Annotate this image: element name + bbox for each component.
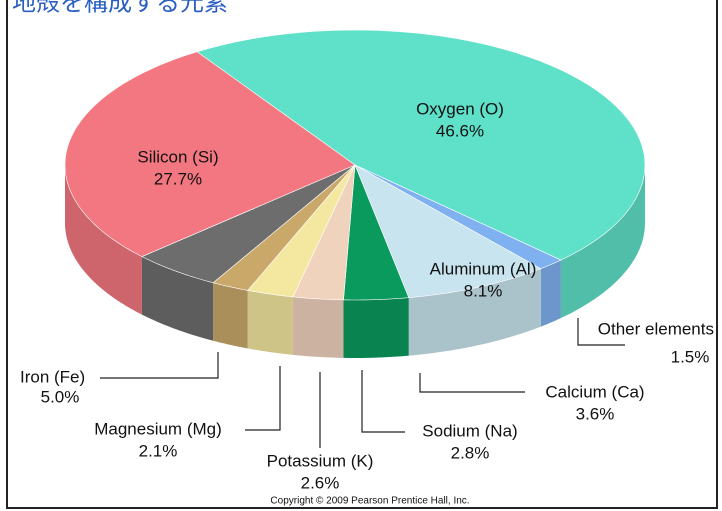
slice-value: 2.1%: [139, 441, 178, 460]
slice: [212, 164, 356, 291]
slice-label: Iron (Fe): [20, 367, 85, 386]
copyright: Copyright © 2009 Pearson Prentice Hall, …: [270, 496, 469, 507]
leader-lines: [100, 318, 625, 448]
slice-label: Other elements: [598, 319, 714, 338]
slice-label: Sodium (Na): [422, 421, 517, 440]
slice-side: [213, 282, 248, 349]
slice: [141, 164, 356, 284]
slice-side: [65, 165, 142, 315]
slice-label: Potassium (K): [267, 451, 374, 470]
slice-label: Magnesium (Mg): [94, 419, 222, 438]
slice-side: [247, 290, 293, 355]
slice-value: 3.6%: [576, 404, 615, 423]
slice-label: Calcium (Ca): [545, 382, 644, 401]
slice-value: 2.6%: [301, 473, 340, 492]
slice-label: Oxygen (O): [416, 99, 504, 118]
slice: [247, 164, 356, 298]
slice: [196, 29, 646, 261]
slice-value: 8.1%: [464, 281, 503, 300]
slice-side: [540, 260, 561, 327]
slice-side: [141, 256, 214, 341]
slice-value: 2.8%: [451, 443, 490, 462]
slice-value: 1.5%: [671, 347, 710, 366]
frame: [6, 0, 718, 509]
slice: [343, 164, 410, 301]
slice: [354, 164, 562, 269]
slice: [64, 51, 356, 257]
slice-label: Aluminum (Al): [430, 259, 537, 278]
slice-side: [560, 165, 645, 319]
slice-side: [408, 268, 541, 356]
slice-label: Silicon (Si): [137, 147, 218, 166]
slice: [292, 164, 356, 301]
slice-value: 5.0%: [41, 387, 80, 406]
chart-title: 地殻を構成する元素: [12, 0, 228, 16]
slice: [354, 164, 542, 298]
slice-side: [343, 297, 409, 358]
slice-side: [292, 296, 344, 358]
slice-value: 46.6%: [436, 121, 484, 140]
slice-value: 27.7%: [154, 169, 202, 188]
